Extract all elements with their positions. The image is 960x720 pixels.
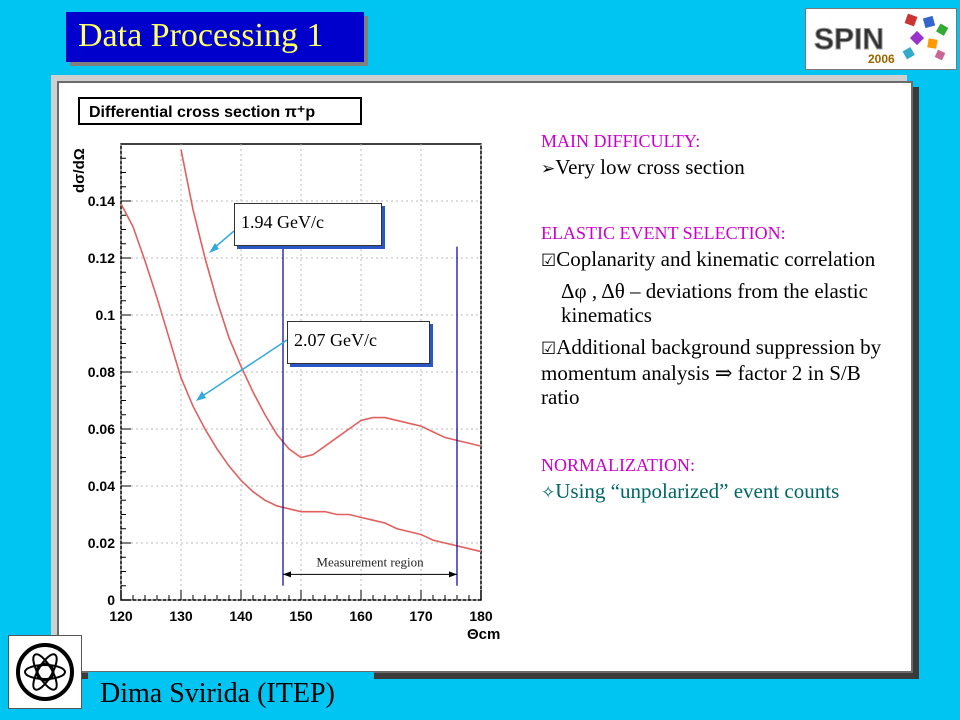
region-arrow-right-head [449, 571, 457, 578]
annotation-2-07-label: 2.07 GeV/c [294, 330, 377, 350]
footer-bar [88, 672, 374, 716]
series-line-1 [180, 149, 482, 459]
logo-text: SPIN [814, 23, 884, 56]
elastic-bullet-1-text: Coplanarity and kinematic correlation [556, 247, 876, 271]
chart-title: Differential cross section π⁺p [89, 104, 315, 121]
main-difficulty-bullet: ➢Very low cross section [541, 155, 901, 181]
pointer-2-07-head [196, 391, 206, 401]
x-tick-label: 160 [349, 608, 373, 624]
annotation-1-94: 1.94 GeV/c [234, 203, 382, 246]
pointer-1-94-head [209, 243, 219, 253]
region-label: Measurement region [316, 554, 424, 569]
text-panel: MAIN DIFFICULTY: ➢Very low cross section… [541, 123, 901, 505]
region-arrow-left-head [283, 571, 291, 578]
spin-logo: SPIN 2006 [805, 8, 957, 70]
y-tick-label: 0.08 [88, 364, 115, 380]
spin-logo-graphic: SPIN 2006 [814, 13, 949, 66]
x-tick-label: 150 [289, 608, 313, 624]
elastic-bullet-2: ☑Additional background suppression by mo… [541, 335, 901, 409]
elastic-bullet-2-text: Additional background suppression by mom… [541, 335, 882, 409]
y-tick-label: 0.14 [88, 193, 115, 209]
checkbox-icon: ☑ [541, 339, 557, 359]
y-tick-label: 0.04 [88, 478, 115, 494]
logo-year: 2006 [868, 52, 895, 66]
main-difficulty-text: Very low cross section [555, 155, 745, 179]
y-tick-label: 0.1 [96, 307, 116, 323]
arrow-bullet-icon: ➢ [541, 159, 556, 179]
checkbox-icon: ☑ [541, 251, 557, 271]
y-tick-label: 0.12 [88, 250, 115, 266]
chart-title-box [78, 97, 362, 125]
x-axis-label: Θcm [467, 626, 500, 643]
elastic-bullet-1: ☑Coplanarity and kinematic correlation [541, 247, 901, 273]
presenter-name: Dima Svirida (ITEP) [100, 678, 335, 709]
y-tick-label: 0 [107, 592, 115, 608]
annotation-1-94-label: 1.94 GeV/c [241, 212, 324, 232]
x-tick-label: 170 [409, 608, 433, 624]
cross-section-chart: Differential cross section π⁺p dσ/dΩ Θcm… [71, 97, 500, 643]
elastic-bullet-1-detail: Δφ , Δθ – deviations from the elastic ki… [561, 279, 868, 327]
slide-title: Data Processing 1 [78, 17, 324, 54]
elastic-selection-header: ELASTIC EVENT SELECTION: [541, 223, 786, 243]
x-tick-label: 140 [229, 608, 253, 624]
title-bar: Data Processing 1 [66, 12, 364, 62]
x-tick-label: 120 [109, 608, 133, 624]
content-panel: Differential cross section π⁺p dσ/dΩ Θcm… [57, 81, 913, 673]
pointer-2-07 [200, 339, 288, 398]
x-tick-label: 180 [469, 608, 493, 624]
y-tick-label: 0.02 [88, 535, 115, 551]
normalization-bullet: ✧Using “unpolarized” event counts [541, 479, 901, 505]
x-tick-label: 130 [169, 608, 193, 624]
series-line-2 [120, 203, 482, 553]
normalization-text: Using “unpolarized” event counts [555, 479, 840, 503]
annotation-2-07: 2.07 GeV/c [287, 321, 430, 364]
star-bullet-icon: ✧ [541, 483, 556, 503]
normalization-header: NORMALIZATION: [541, 455, 695, 475]
itep-logo [8, 635, 82, 709]
y-axis-label: dσ/dΩ [71, 148, 88, 193]
itep-logo-graphic [16, 643, 74, 701]
main-difficulty-header: MAIN DIFFICULTY: [541, 131, 701, 151]
y-tick-label: 0.06 [88, 421, 115, 437]
